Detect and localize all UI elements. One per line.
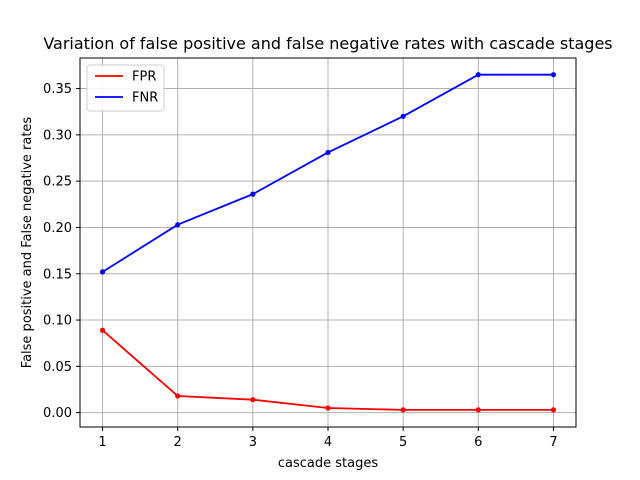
fnr-point bbox=[175, 222, 181, 228]
x-tick-label: 6 bbox=[474, 435, 482, 450]
chart-title: Variation of false positive and false ne… bbox=[43, 34, 612, 53]
fpr-point bbox=[475, 407, 481, 413]
fnr-point bbox=[400, 113, 406, 119]
y-tick-label: 0.15 bbox=[43, 267, 72, 282]
y-tick-label: 0.30 bbox=[43, 128, 72, 143]
fnr-point bbox=[250, 191, 256, 197]
x-tick-label: 5 bbox=[399, 435, 407, 450]
fpr-point bbox=[175, 393, 181, 399]
y-tick-label: 0.10 bbox=[43, 314, 72, 329]
fnr-point bbox=[99, 269, 106, 275]
fpr-point bbox=[250, 397, 256, 403]
fpr-point bbox=[400, 407, 406, 413]
fnr-point bbox=[475, 72, 481, 78]
y-tick-label: 0.05 bbox=[43, 360, 72, 375]
fnr-point bbox=[550, 72, 557, 78]
grid bbox=[80, 58, 576, 427]
y-tick-label: 0.20 bbox=[43, 221, 72, 236]
x-axis-label: cascade stages bbox=[278, 456, 378, 471]
y-tick-label: 0.00 bbox=[43, 406, 72, 421]
legend-label-fnr: FNR bbox=[132, 91, 158, 106]
fpr-point bbox=[550, 407, 557, 413]
series-fpr bbox=[99, 327, 557, 413]
x-tick-label: 3 bbox=[249, 435, 257, 450]
x-tick-label: 1 bbox=[98, 435, 106, 450]
fpr-point bbox=[99, 327, 106, 333]
fpr-point bbox=[325, 405, 331, 411]
series-layer bbox=[99, 72, 557, 413]
legend: FPR FNR bbox=[86, 64, 165, 112]
fnr-point bbox=[325, 149, 331, 156]
y-tick-label: 0.25 bbox=[43, 175, 72, 190]
series-fnr bbox=[99, 72, 557, 275]
x-tick-label: 2 bbox=[174, 435, 182, 450]
y-axis-label: False positive and False negative rates bbox=[20, 117, 35, 369]
x-tick-label: 7 bbox=[549, 435, 557, 450]
legend-label-fpr: FPR bbox=[132, 70, 156, 85]
y-tick-label: 0.35 bbox=[43, 82, 72, 97]
x-axis: 1 2 3 4 5 6 7 bbox=[98, 427, 558, 450]
y-axis: 0.00 0.05 0.10 0.15 0.20 0.25 0.30 0.35 bbox=[43, 82, 80, 421]
x-tick-label: 4 bbox=[324, 435, 332, 450]
